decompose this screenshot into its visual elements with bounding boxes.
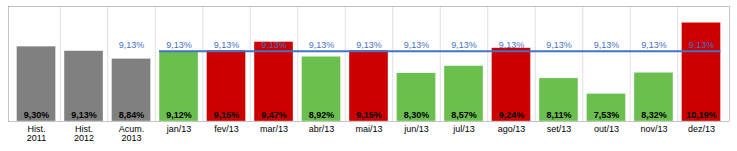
svg-text:9,15%: 9,15% — [356, 110, 382, 120]
svg-text:8,30%: 8,30% — [404, 110, 430, 120]
svg-text:jan/13: jan/13 — [166, 124, 192, 134]
svg-text:10,19%: 10,19% — [686, 110, 717, 120]
svg-text:9,13%: 9,13% — [119, 40, 145, 50]
svg-text:9,13%: 9,13% — [166, 40, 192, 50]
svg-text:nov/13: nov/13 — [640, 124, 667, 134]
svg-text:7,53%: 7,53% — [594, 110, 620, 120]
svg-text:Acum.2013: Acum.2013 — [119, 124, 145, 143]
svg-text:abr/13: abr/13 — [309, 124, 335, 134]
svg-text:8,92%: 8,92% — [309, 110, 335, 120]
svg-text:9,30%: 9,30% — [24, 110, 50, 120]
svg-text:9,13%: 9,13% — [356, 40, 382, 50]
svg-text:9,12%: 9,12% — [166, 110, 192, 120]
svg-text:9,13%: 9,13% — [689, 40, 715, 50]
svg-text:9,13%: 9,13% — [214, 40, 240, 50]
svg-text:9,47%: 9,47% — [261, 110, 287, 120]
svg-text:9,15%: 9,15% — [214, 110, 240, 120]
svg-text:Hist.2012: Hist.2012 — [74, 124, 94, 143]
svg-text:out/13: out/13 — [594, 124, 619, 134]
svg-text:jul/13: jul/13 — [452, 124, 475, 134]
svg-text:9,13%: 9,13% — [309, 40, 335, 50]
svg-text:9,13%: 9,13% — [404, 40, 430, 50]
svg-text:9,13%: 9,13% — [499, 40, 525, 50]
svg-text:9,13%: 9,13% — [71, 110, 97, 120]
svg-text:9,13%: 9,13% — [261, 40, 287, 50]
svg-text:9,24%: 9,24% — [499, 110, 525, 120]
svg-text:9,13%: 9,13% — [641, 40, 667, 50]
svg-text:dez/13: dez/13 — [688, 124, 715, 134]
svg-text:mar/13: mar/13 — [260, 124, 288, 134]
svg-text:9,13%: 9,13% — [546, 40, 572, 50]
svg-text:Hist.2011: Hist.2011 — [27, 124, 46, 143]
svg-text:set/13: set/13 — [547, 124, 572, 134]
svg-text:jun/13: jun/13 — [403, 124, 429, 134]
svg-text:mai/13: mai/13 — [355, 124, 382, 134]
svg-text:8,57%: 8,57% — [451, 110, 477, 120]
svg-text:8,84%: 8,84% — [119, 110, 145, 120]
svg-text:9,13%: 9,13% — [594, 40, 620, 50]
svg-text:8,11%: 8,11% — [546, 110, 571, 120]
svg-text:9,13%: 9,13% — [451, 40, 477, 50]
svg-text:8,32%: 8,32% — [641, 110, 667, 120]
svg-text:ago/13: ago/13 — [498, 124, 526, 134]
svg-text:fev/13: fev/13 — [214, 124, 239, 134]
